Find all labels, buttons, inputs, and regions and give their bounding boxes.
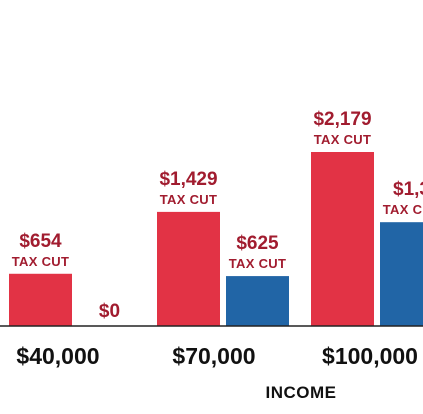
x-axis-title: INCOME [266,383,337,402]
bars-layer [9,152,423,326]
data-sublabel-series1-cat3: TAX CUT [314,132,371,147]
bar-series2-cat2 [226,276,289,326]
data-label-series1-cat2: $1,429 [159,169,217,190]
bar-series1-cat1 [9,273,72,326]
bar-series2-cat3 [380,222,423,326]
data-label-series2-cat3: $1,3 [393,179,423,200]
data-sublabel-series1-cat1: TAX CUT [12,254,69,269]
data-label-series2-cat1: $0 [99,301,120,322]
category-labels: $40,000 $70,000 $100,000 [16,343,418,369]
labels-layer: $654 TAX CUT $0 $1,429 TAX CUT $625 TAX CUT $2,… [12,109,423,322]
data-sublabel-series2-cat3: TAX CUT [383,202,423,217]
data-sublabel-series1-cat2: TAX CUT [160,192,217,207]
data-label-series2-cat2: $625 [236,233,279,254]
bar-series1-cat3 [311,152,374,326]
bar-series1-cat2 [157,211,220,326]
data-label-series1-cat3: $2,179 [313,109,371,130]
category-label-1: $40,000 [16,343,99,369]
data-sublabel-series2-cat2: TAX CUT [229,256,286,271]
category-label-2: $70,000 [172,343,255,369]
category-label-3: $100,000 [322,343,418,369]
data-label-series1-cat1: $654 [19,231,62,252]
